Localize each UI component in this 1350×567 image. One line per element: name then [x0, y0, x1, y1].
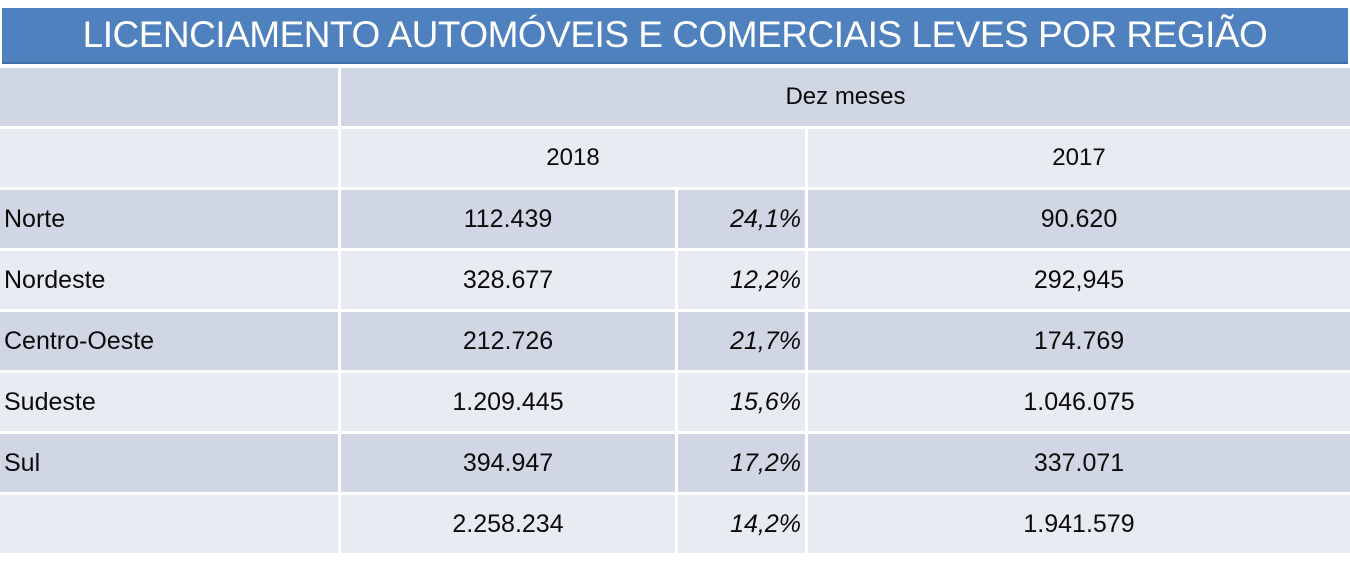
- value-2018: 394.947: [341, 434, 675, 492]
- year-header-empty-cell: [0, 129, 338, 187]
- pct-change: 15,6%: [678, 373, 805, 431]
- value-2017: 1.046.075: [808, 373, 1350, 431]
- value-2018: 328.677: [341, 251, 675, 309]
- value-2018: 212.726: [341, 312, 675, 370]
- pct-change: 17,2%: [678, 434, 805, 492]
- value-2017: 337.071: [808, 434, 1350, 492]
- header-empty-cell: [0, 68, 338, 126]
- region-label: Centro-Oeste: [0, 312, 338, 370]
- pct-change: 12,2%: [678, 251, 805, 309]
- pct-change: 24,1%: [678, 190, 805, 248]
- pct-change: 14,2%: [678, 495, 805, 553]
- value-2017: 174.769: [808, 312, 1350, 370]
- page-title: LICENCIAMENTO AUTOMÓVEIS E COMERCIAIS LE…: [82, 14, 1268, 55]
- value-2017: 1.941.579: [808, 495, 1350, 553]
- value-2018: 112.439: [341, 190, 675, 248]
- value-2017: 292,945: [808, 251, 1350, 309]
- period-header-cell: Dez meses: [341, 68, 1350, 126]
- pct-change: 21,7%: [678, 312, 805, 370]
- region-label: Sul: [0, 434, 338, 492]
- value-2018: 1.209.445: [341, 373, 675, 431]
- region-label: Nordeste: [0, 251, 338, 309]
- value-2017: 90.620: [808, 190, 1350, 248]
- value-2018: 2.258.234: [341, 495, 675, 553]
- title-banner: LICENCIAMENTO AUTOMÓVEIS E COMERCIAIS LE…: [2, 8, 1348, 64]
- licensing-table: Dez meses 2018 2017 Norte 112.439 24,1% …: [0, 68, 1350, 553]
- year-2018-header: 2018: [341, 129, 805, 187]
- year-2017-header: 2017: [808, 129, 1350, 187]
- region-label: Norte: [0, 190, 338, 248]
- region-label: [0, 495, 338, 553]
- region-label: Sudeste: [0, 373, 338, 431]
